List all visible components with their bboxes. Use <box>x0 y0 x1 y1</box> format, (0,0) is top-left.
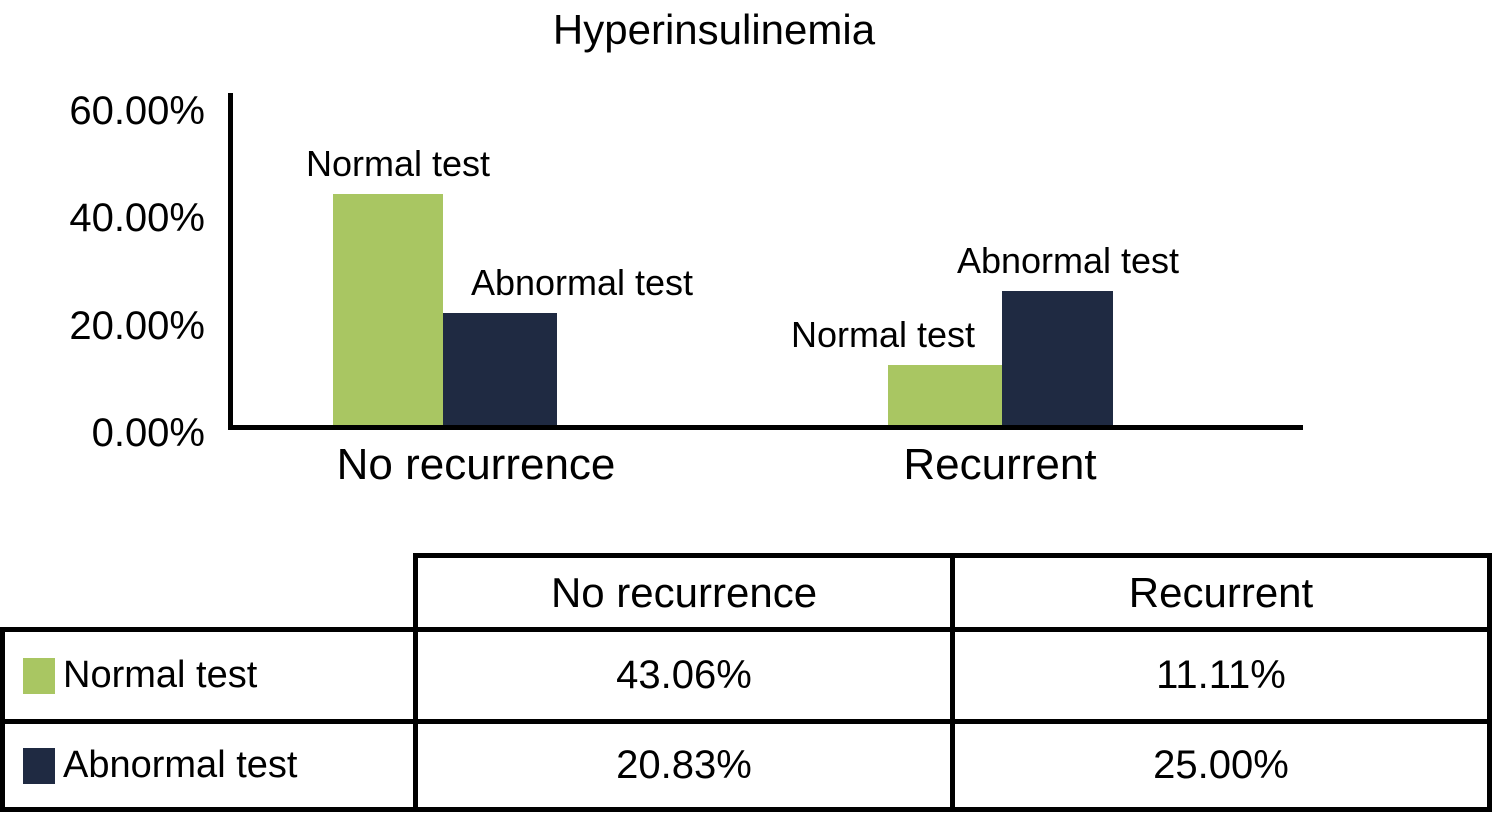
y-axis-line <box>228 93 233 430</box>
legend-row-abnormal-test: Abnormal test <box>5 724 431 807</box>
category-label-no-recurrence: No recurrence <box>336 440 616 489</box>
y-tick-60: 60.00% <box>69 88 205 133</box>
abnormal-test-swatch <box>23 747 55 784</box>
cell-abnormal-no-recurrence: 20.83% <box>616 743 752 787</box>
table-border-col1-col2 <box>413 553 418 812</box>
table-border-row-separator <box>0 719 1492 724</box>
chart-title: Hyperinsulinemia <box>552 6 876 53</box>
bar-label-recurrent-normal: Normal test <box>790 314 976 356</box>
table-border-col2-col3 <box>950 553 955 812</box>
y-tick-0: 0.00% <box>91 411 205 455</box>
legend-row-normal-test: Normal test <box>5 632 431 719</box>
y-tick-40: 40.00% <box>69 196 205 240</box>
table-border-right <box>1487 553 1492 812</box>
x-axis-line <box>228 425 1303 430</box>
bar-label-recurrent-abnormal: Abnormal test <box>956 239 1180 281</box>
category-label-recurrent: Recurrent <box>903 440 1097 489</box>
bar-recurrent-normal <box>888 365 1002 425</box>
bar-no-recurrence-normal <box>333 193 443 425</box>
table-border-header-bottom <box>0 627 1492 632</box>
cell-normal-no-recurrence: 43.06% <box>616 653 752 697</box>
bar-recurrent-abnormal <box>1002 290 1113 425</box>
cell-abnormal-recurrent: 25.00% <box>1153 743 1289 787</box>
y-tick-20: 20.00% <box>69 303 205 348</box>
bar-label-no-recurrence-abnormal: Abnormal test <box>470 262 694 304</box>
legend-label-normal-test: Normal test <box>63 654 258 696</box>
legend-label-abnormal-test: Abnormal test <box>63 744 298 786</box>
table-header-recurrent: Recurrent <box>1128 568 1314 616</box>
normal-test-swatch <box>23 657 55 694</box>
bar-label-no-recurrence-normal: Normal test <box>305 142 491 184</box>
bar-no-recurrence-abnormal <box>443 313 557 425</box>
table-border-left <box>0 627 5 812</box>
table-header-no-recurrence: No recurrence <box>550 568 818 616</box>
cell-normal-recurrent: 11.11% <box>1156 653 1286 697</box>
table-border-bottom <box>0 807 1492 812</box>
